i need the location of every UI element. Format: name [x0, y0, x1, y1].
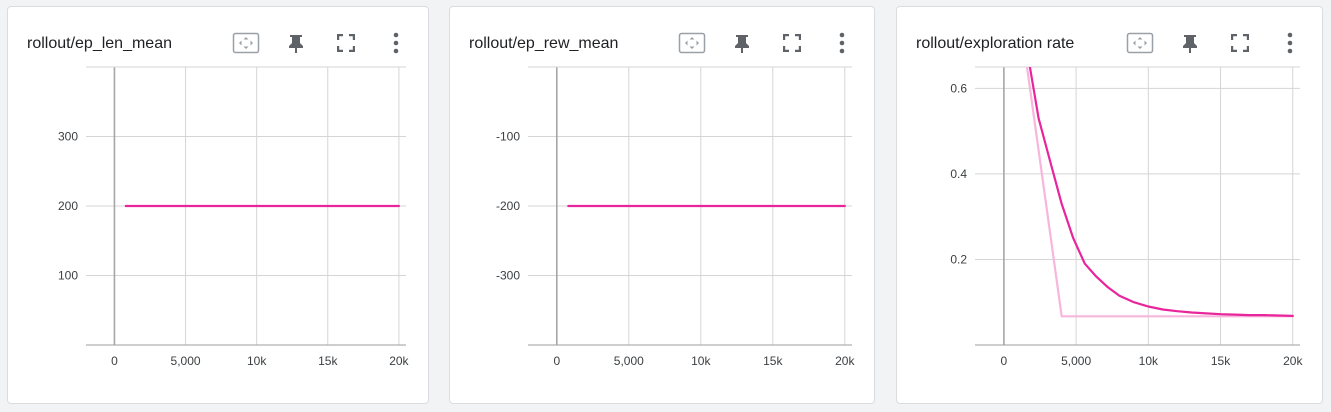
fit-domain-button[interactable]: [232, 29, 260, 57]
x-tick-label: 20k: [1283, 354, 1303, 368]
x-tick-label: 20k: [835, 354, 855, 368]
x-tick-label: 5,000: [171, 354, 201, 368]
chart-title: rollout/ep_len_mean: [27, 35, 172, 52]
card-toolbar: [678, 29, 856, 57]
fullscreen-icon: [1231, 34, 1249, 52]
chart-card-ep-rew-mean: rollout/ep_rew_mean -300 -200 -100 0 5,000 10…: [449, 6, 875, 404]
x-tick-label: 20k: [389, 354, 409, 368]
y-tick-label: -100: [496, 130, 520, 144]
x-tick-label: 15k: [1211, 354, 1231, 368]
pin-button[interactable]: [1176, 29, 1204, 57]
line-chart[interactable]: -300 -200 -100 0 5,000 10k 15k 20k: [450, 7, 874, 403]
pin-button[interactable]: [728, 29, 756, 57]
chart-title: rollout/exploration rate: [916, 35, 1075, 52]
line-chart[interactable]: 100 200 300 0 5,000 10k 15k 20k: [8, 7, 428, 403]
pin-icon: [735, 35, 749, 53]
fullscreen-button[interactable]: [778, 29, 806, 57]
chart-card-exploration-rate: rollout/exploration rate 0.2 0.4 0.6 0 5,000…: [896, 6, 1323, 404]
y-tick-label: 0.4: [950, 167, 967, 181]
fullscreen-icon: [783, 34, 801, 52]
pin-icon: [289, 35, 303, 53]
x-tick-label: 0: [111, 354, 118, 368]
x-tick-label: 10k: [1139, 354, 1159, 368]
card-toolbar: [1126, 29, 1304, 57]
more-vert-icon: [1287, 32, 1293, 54]
fit-domain-button[interactable]: [1126, 29, 1154, 57]
x-tick-label: 0: [553, 354, 560, 368]
y-tick-label: 0.2: [950, 252, 967, 266]
more-vert-icon: [839, 32, 845, 54]
chart-title: rollout/ep_rew_mean: [469, 35, 619, 52]
fit-domain-button[interactable]: [678, 29, 706, 57]
more-options-button[interactable]: [382, 29, 410, 57]
more-vert-icon: [393, 32, 399, 54]
series-line[interactable]: [1025, 67, 1294, 318]
fullscreen-button[interactable]: [332, 29, 360, 57]
y-tick-label: 300: [58, 130, 78, 144]
fit-domain-icon: [1126, 32, 1154, 54]
x-tick-label: 5,000: [1061, 354, 1091, 368]
pin-icon: [1183, 35, 1197, 53]
x-tick-label: 5,000: [614, 354, 644, 368]
x-tick-label: 15k: [763, 354, 783, 368]
series-line[interactable]: [1028, 67, 1294, 317]
x-tick-label: 10k: [691, 354, 711, 368]
fit-domain-icon: [678, 32, 706, 54]
more-options-button[interactable]: [828, 29, 856, 57]
y-tick-label: 200: [58, 199, 78, 213]
y-tick-label: 0.6: [950, 81, 967, 95]
fullscreen-icon: [337, 34, 355, 52]
pin-button[interactable]: [282, 29, 310, 57]
y-tick-label: -300: [496, 269, 520, 283]
card-toolbar: [232, 29, 410, 57]
x-tick-label: 15k: [318, 354, 338, 368]
x-tick-label: 10k: [247, 354, 267, 368]
chart-card-ep-len-mean: rollout/ep_len_mean 100 200 300 0 5,000 10k 15…: [7, 6, 429, 404]
fit-domain-icon: [232, 32, 260, 54]
y-tick-label: -200: [496, 199, 520, 213]
y-tick-label: 100: [58, 269, 78, 283]
more-options-button[interactable]: [1276, 29, 1304, 57]
fullscreen-button[interactable]: [1226, 29, 1254, 57]
x-tick-label: 0: [1001, 354, 1008, 368]
series-group: [1025, 67, 1294, 318]
line-chart[interactable]: 0.2 0.4 0.6 0 5,000 10k 15k 20k: [897, 7, 1322, 403]
